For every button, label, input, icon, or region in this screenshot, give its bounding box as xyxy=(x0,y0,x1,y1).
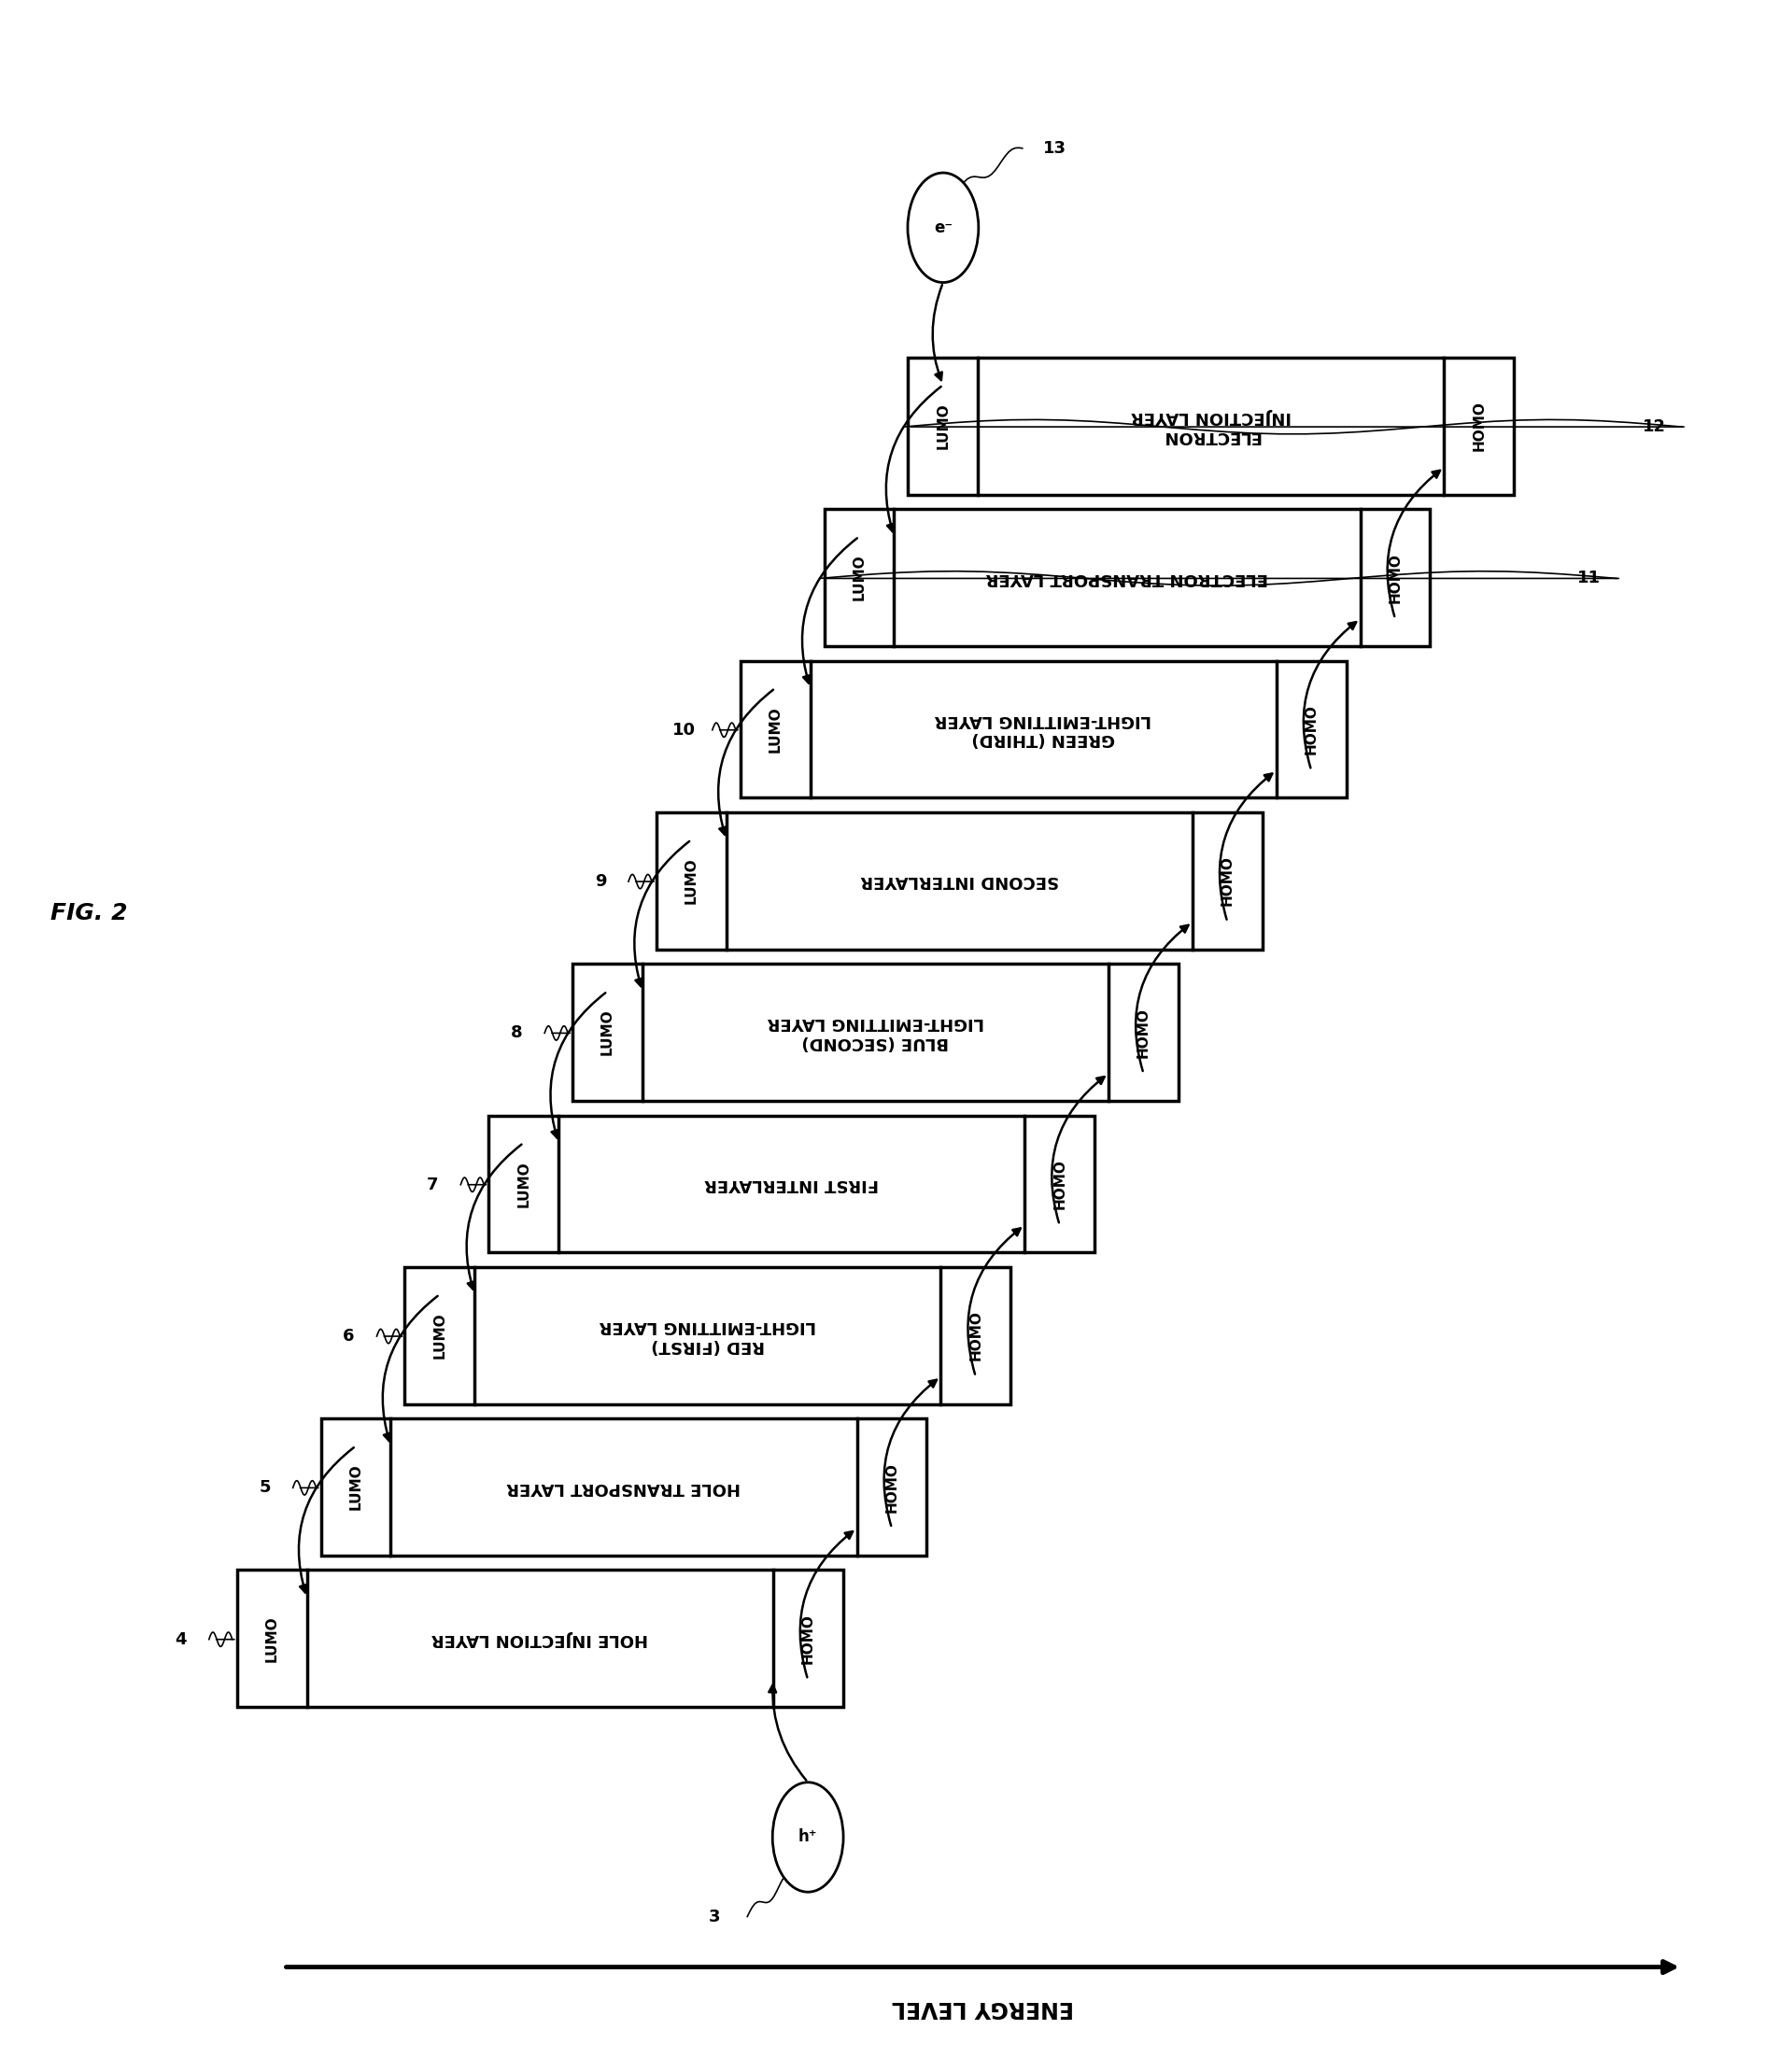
Bar xyxy=(489,1115,1094,1254)
Text: LUMO: LUMO xyxy=(936,402,950,450)
Text: HOMO: HOMO xyxy=(1220,856,1235,905)
Text: LUMO: LUMO xyxy=(769,707,783,752)
Text: HOMO: HOMO xyxy=(1388,553,1402,603)
Bar xyxy=(320,1419,927,1556)
Text: GREEN (THIRD)
LIGHT-EMITTING LAYER: GREEN (THIRD) LIGHT-EMITTING LAYER xyxy=(934,711,1151,748)
Text: 7: 7 xyxy=(427,1177,439,1193)
Text: ENERGY LEVEL: ENERGY LEVEL xyxy=(891,1995,1075,2018)
Text: HOMO: HOMO xyxy=(1137,1007,1151,1057)
Text: LUMO: LUMO xyxy=(265,1616,279,1662)
Text: 10: 10 xyxy=(672,721,696,738)
Text: FIRST INTERLAYER: FIRST INTERLAYER xyxy=(704,1175,879,1191)
Text: LUMO: LUMO xyxy=(432,1312,447,1359)
Bar xyxy=(406,1266,1010,1405)
Bar xyxy=(740,661,1347,798)
Text: LUMO: LUMO xyxy=(852,555,866,601)
Text: 5: 5 xyxy=(260,1479,270,1496)
Bar xyxy=(656,812,1263,949)
Text: LUMO: LUMO xyxy=(516,1160,530,1208)
Bar xyxy=(237,1571,843,1707)
Text: BLUE (SECOND)
LIGHT-EMITTING LAYER: BLUE (SECOND) LIGHT-EMITTING LAYER xyxy=(767,1015,984,1051)
Text: 3: 3 xyxy=(708,1908,720,1925)
Text: ELECTRON
INJECTION LAYER: ELECTRON INJECTION LAYER xyxy=(1131,408,1292,443)
Text: LUMO: LUMO xyxy=(349,1465,363,1510)
Text: HOMO: HOMO xyxy=(801,1614,815,1664)
Text: h⁺: h⁺ xyxy=(799,1830,818,1846)
Text: LUMO: LUMO xyxy=(685,858,699,903)
Text: FIG. 2: FIG. 2 xyxy=(50,901,128,924)
Text: HOMO: HOMO xyxy=(1304,704,1318,754)
Text: 8: 8 xyxy=(511,1026,523,1042)
Text: e⁻: e⁻ xyxy=(934,220,952,236)
Text: HOMO: HOMO xyxy=(884,1463,898,1513)
Text: 4: 4 xyxy=(174,1631,187,1647)
Bar xyxy=(573,963,1178,1100)
Text: SECOND INTERLAYER: SECOND INTERLAYER xyxy=(859,872,1059,889)
Text: 6: 6 xyxy=(343,1328,354,1345)
Bar xyxy=(907,358,1514,495)
Text: 12: 12 xyxy=(1642,419,1665,435)
Text: 13: 13 xyxy=(1042,139,1067,157)
Text: HOMO: HOMO xyxy=(1473,402,1485,452)
Text: HOLE INJECTION LAYER: HOLE INJECTION LAYER xyxy=(432,1631,648,1647)
Text: RED (FIRST)
LIGHT-EMITTING LAYER: RED (FIRST) LIGHT-EMITTING LAYER xyxy=(600,1318,817,1353)
Text: 11: 11 xyxy=(1576,570,1601,586)
Text: HOLE TRANSPORT LAYER: HOLE TRANSPORT LAYER xyxy=(507,1479,740,1496)
Bar xyxy=(824,510,1430,646)
Circle shape xyxy=(772,1782,843,1892)
Text: 9: 9 xyxy=(594,872,607,891)
Circle shape xyxy=(907,172,978,282)
Text: HOMO: HOMO xyxy=(1053,1158,1067,1210)
Text: LUMO: LUMO xyxy=(601,1009,614,1055)
Text: HOMO: HOMO xyxy=(970,1310,982,1361)
Text: ELECTRON TRANSPORT LAYER: ELECTRON TRANSPORT LAYER xyxy=(986,570,1268,586)
